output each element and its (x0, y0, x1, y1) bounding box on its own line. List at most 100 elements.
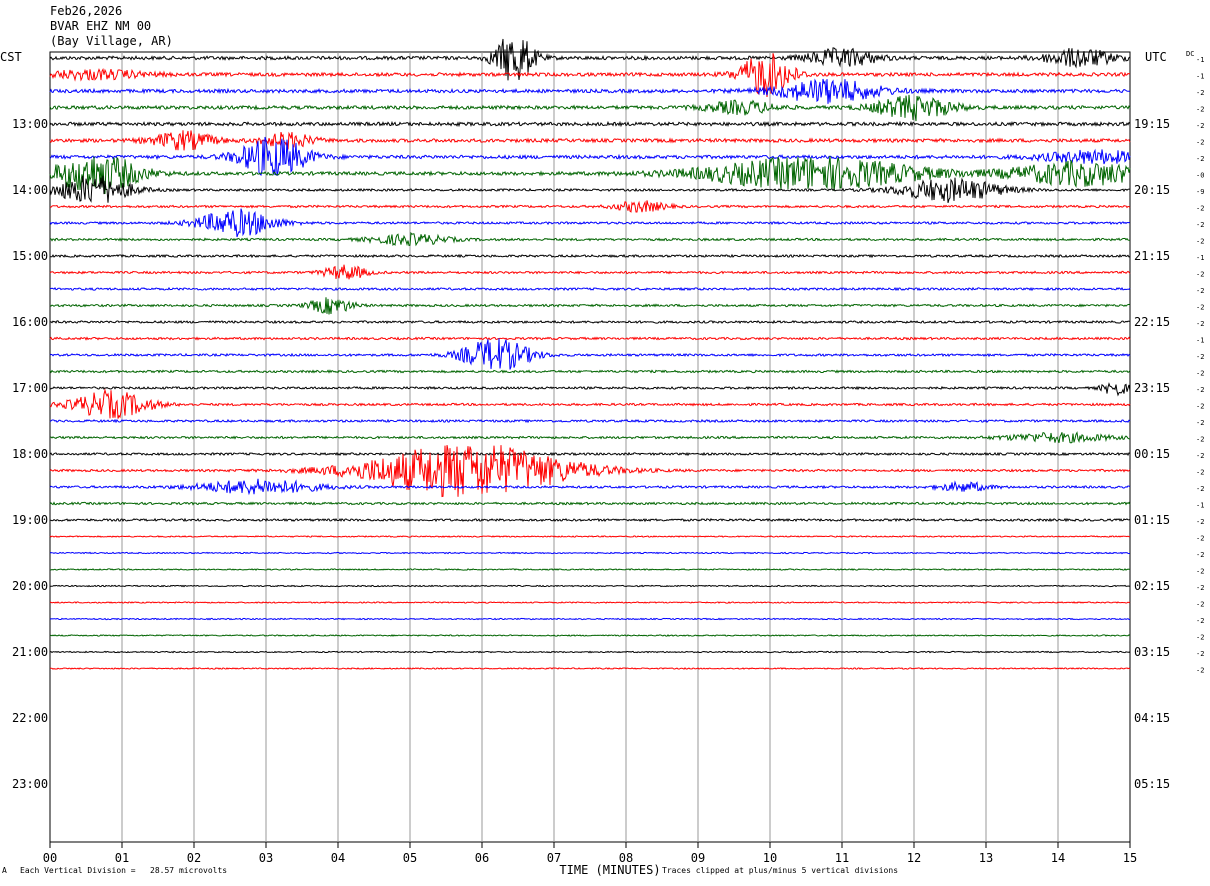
seismogram-trace (49, 264, 1131, 280)
left-hour-label: 22:00 (12, 711, 48, 725)
dc-offset-label: -2 (1196, 221, 1204, 229)
x-tick-label-06: 06 (475, 851, 489, 865)
dc-offset-label: -2 (1196, 452, 1204, 460)
right-hour-label: 04:15 (1134, 711, 1170, 725)
left-hour-label: 20:00 (12, 579, 48, 593)
dc-offset-label: -2 (1196, 601, 1204, 609)
right-timezone-label: UTC (1145, 50, 1167, 64)
dc-offset-label: -2 (1196, 155, 1204, 163)
seismogram-trace (49, 369, 1131, 374)
seismogram-trace (49, 650, 1131, 654)
right-hour-label: 03:15 (1134, 645, 1170, 659)
dc-offset-label: -2 (1196, 485, 1204, 493)
left-hour-label: 17:00 (12, 381, 48, 395)
seismogram-trace (49, 431, 1131, 444)
dc-offset-label: -2 (1196, 353, 1204, 361)
plot-frame (49, 51, 1131, 843)
right-hour-label: 20:15 (1134, 183, 1170, 197)
dc-offset-label: -2 (1196, 238, 1204, 246)
dc-offset-label: -0 (1196, 172, 1204, 180)
dc-offset-label: -1 (1196, 73, 1204, 81)
seismogram-trace (49, 382, 1131, 397)
dc-offset-label: -2 (1196, 139, 1204, 147)
x-tick-label-00: 00 (43, 851, 57, 865)
right-hour-label: 22:15 (1134, 315, 1170, 329)
seismogram-trace (49, 388, 1131, 419)
dc-offset-label: -2 (1196, 320, 1204, 328)
dc-offset-label: -2 (1196, 568, 1204, 576)
dc-offset-label: -2 (1196, 634, 1204, 642)
dc-offset-label: -2 (1196, 271, 1204, 279)
dc-offset-label: -2 (1196, 518, 1204, 526)
x-tick-label-04: 04 (331, 851, 345, 865)
seismogram-trace (49, 478, 1131, 496)
dc-offset-label: -2 (1196, 287, 1204, 295)
x-tick-label-08: 08 (619, 851, 633, 865)
right-hour-label: 01:15 (1134, 513, 1170, 527)
dc-offset-label: -2 (1196, 304, 1204, 312)
left-hour-label: 18:00 (12, 447, 48, 461)
dc-offset-label: -2 (1196, 584, 1204, 592)
station-code: BVAR EHZ NM 00 (50, 19, 152, 33)
x-tick-label-03: 03 (259, 851, 273, 865)
left-hour-label: 15:00 (12, 249, 48, 263)
dc-offset-label: -1 (1196, 502, 1204, 510)
dc-label: DC (1186, 50, 1195, 58)
seismogram-trace (49, 601, 1131, 604)
seismogram-trace (49, 634, 1131, 637)
seismogram-trace (49, 551, 1130, 555)
dc-offset-label: -2 (1196, 650, 1204, 658)
seismogram-trace (49, 451, 1131, 457)
seismogram-trace (49, 617, 1131, 621)
x-tick-label-15: 15 (1123, 851, 1137, 865)
dc-offset-label: -2 (1196, 617, 1204, 625)
x-tick-label-01: 01 (115, 851, 129, 865)
corner-mark: A (2, 866, 7, 875)
seismogram-trace (49, 568, 1130, 571)
right-hour-label: 00:15 (1134, 447, 1170, 461)
seismogram-trace (49, 231, 1131, 247)
x-tick-label-09: 09 (691, 851, 705, 865)
seismogram-trace (49, 445, 1131, 498)
seismogram-trace (49, 253, 1131, 259)
x-tick-label-12: 12 (907, 851, 921, 865)
seismogram-trace (49, 156, 1131, 194)
seismogram-trace (49, 418, 1131, 424)
dc-offset-label: -2 (1196, 436, 1204, 444)
clip-note: Traces clipped at plus/minus 5 vertical … (662, 866, 899, 875)
dc-offset-label: -2 (1196, 386, 1204, 394)
dc-offset-label: -2 (1196, 122, 1204, 130)
seismogram-trace (49, 286, 1131, 292)
left-hour-label: 14:00 (12, 183, 48, 197)
x-tick-label-02: 02 (187, 851, 201, 865)
seismogram-trace (49, 78, 1131, 104)
seismogram-trace (49, 38, 1131, 81)
right-hour-label: 21:15 (1134, 249, 1170, 263)
scale-note: Each Vertical Division = 28.57 microvolt… (20, 866, 228, 875)
seismogram-trace (49, 175, 1130, 204)
seismogram-trace (49, 297, 1131, 315)
dc-offset-label: -1 (1196, 56, 1204, 64)
seismogram-trace (49, 319, 1131, 325)
left-hour-label: 23:00 (12, 777, 48, 791)
left-hour-label: 19:00 (12, 513, 48, 527)
seismogram-trace (49, 120, 1131, 128)
seismogram-trace (49, 517, 1131, 523)
seismogram-trace (49, 94, 1131, 122)
dc-offset-label: -2 (1196, 106, 1204, 114)
seismogram-trace (49, 584, 1131, 588)
station-location: (Bay Village, AR) (50, 34, 173, 48)
dc-offset-label: -2 (1196, 667, 1204, 675)
dc-offset-label: -9 (1196, 188, 1204, 196)
x-tick-label-11: 11 (835, 851, 849, 865)
seismogram-trace (49, 208, 1131, 238)
dc-offset-label: -2 (1196, 535, 1204, 543)
left-hour-label: 16:00 (12, 315, 48, 329)
dc-offset-label: -2 (1196, 370, 1204, 378)
seismogram-trace (49, 136, 1131, 176)
dc-offset-label: -2 (1196, 419, 1204, 427)
seismogram-trace (49, 336, 1131, 341)
left-hour-label: 13:00 (12, 117, 48, 131)
dc-offset-label: -1 (1196, 254, 1204, 262)
right-hour-label: 02:15 (1134, 579, 1170, 593)
